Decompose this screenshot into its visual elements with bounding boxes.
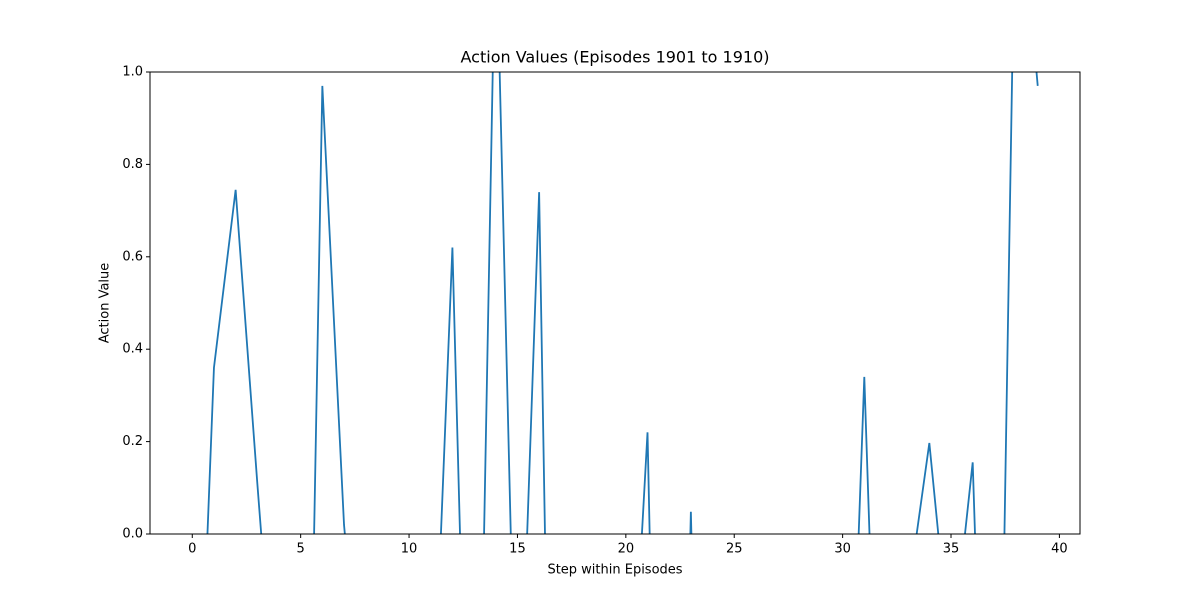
- y-tick-label: 0.8: [122, 157, 143, 172]
- y-tick-label: 1.0: [122, 65, 143, 80]
- x-tick-label: 35: [943, 542, 960, 557]
- x-tick-label: 25: [726, 542, 743, 557]
- x-tick-label: 20: [618, 542, 635, 557]
- x-tick-label: 15: [509, 542, 526, 557]
- chart-title: Action Values (Episodes 1901 to 1910): [461, 48, 770, 67]
- y-tick-label: 0.0: [122, 527, 143, 542]
- x-axis-label: Step within Episodes: [547, 563, 682, 578]
- y-axis-label: Action Value: [98, 263, 113, 344]
- plot-frame: [149, 71, 1081, 535]
- x-tick-label: 30: [834, 542, 851, 557]
- y-tick-label: 0.6: [122, 249, 143, 264]
- x-tick-label: 5: [297, 542, 305, 557]
- y-tick-label: 0.4: [122, 342, 143, 357]
- x-tick-label: 0: [188, 542, 196, 557]
- x-tick-label: 40: [1051, 542, 1068, 557]
- data-line: [206, 72, 1039, 534]
- y-tick-label: 0.2: [122, 434, 143, 449]
- x-tick-label: 10: [401, 542, 418, 557]
